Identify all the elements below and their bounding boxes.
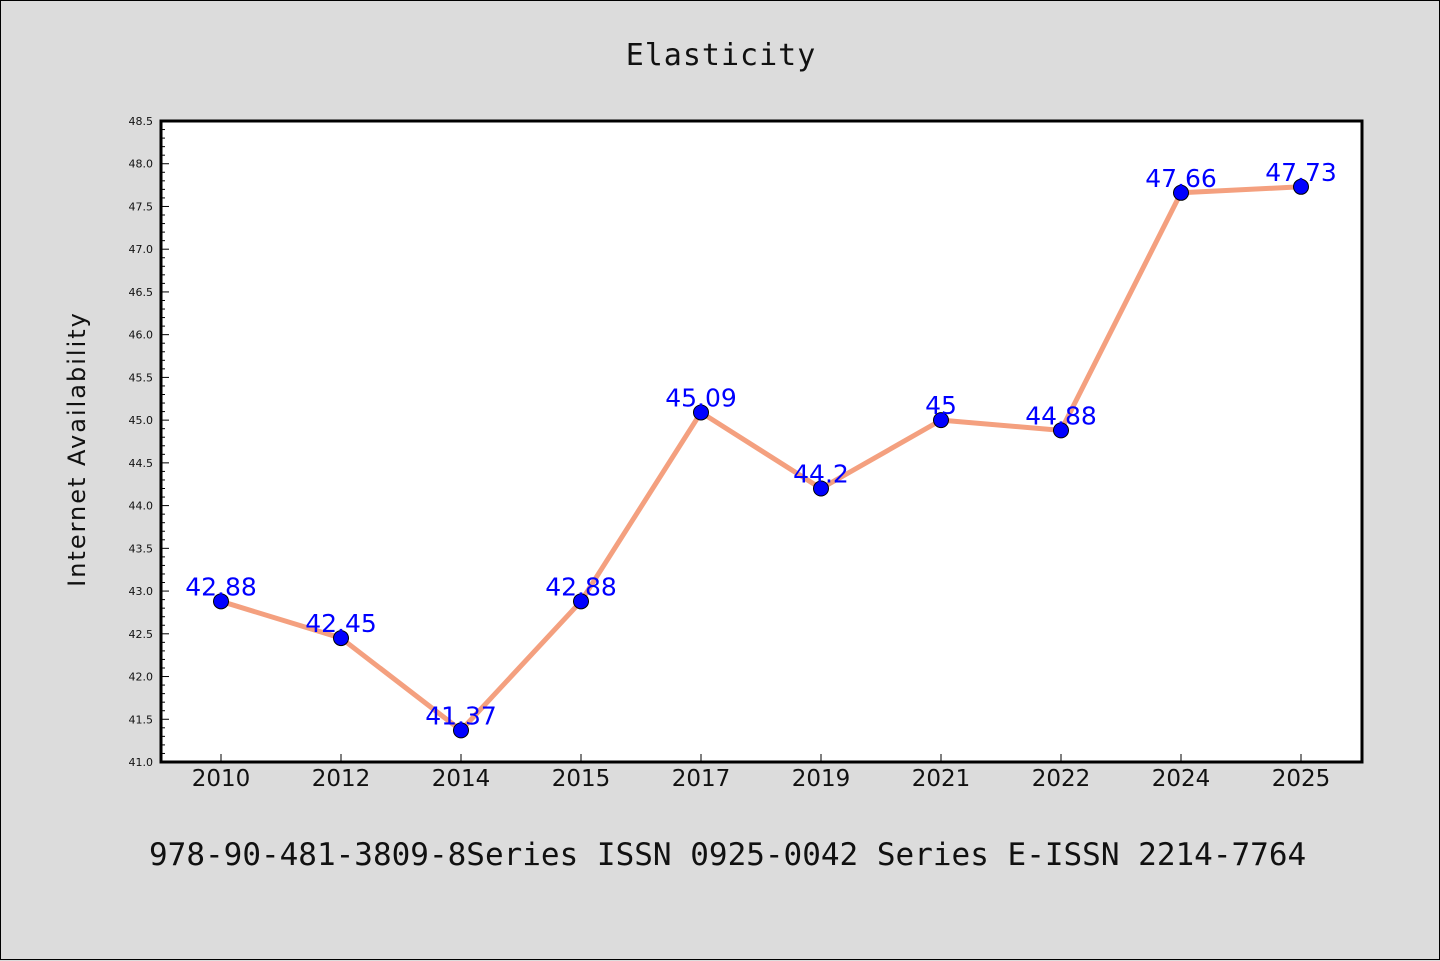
y-tick-label: 43.5 xyxy=(129,542,154,555)
data-label: 44.88 xyxy=(1025,401,1097,430)
series-line-group xyxy=(218,184,1304,733)
chart-title: Elasticity xyxy=(626,38,817,73)
x-tick-label: 2010 xyxy=(192,766,251,792)
data-point xyxy=(1173,184,1189,201)
data-label: 47.73 xyxy=(1265,158,1337,187)
data-point xyxy=(453,722,469,739)
data-point xyxy=(213,593,229,610)
y-axis-label: Internet Availability xyxy=(63,311,91,587)
y-tick-label: 45.5 xyxy=(129,371,154,384)
y-tick-label: 47.5 xyxy=(129,200,154,213)
y-tick-label: 46.5 xyxy=(129,286,154,299)
y-tick-label: 47.0 xyxy=(129,243,154,256)
x-axis-ticks: 2010 2012 2014 2015 2017 2019 2021 2022 2024 2025 xyxy=(192,754,1331,792)
y-tick-label: 48.5 xyxy=(129,115,154,128)
plot-area xyxy=(159,119,1364,764)
footer-isbn-text: 978-90-481-3809-8Series ISSN 0925-0042 S… xyxy=(149,837,1306,873)
y-axis-ticks: 41.0 41.5 42.0 42.5 43.0 43.5 44.0 44.5 45.0 45.5… xyxy=(129,115,169,769)
data-label: 45 xyxy=(925,391,957,420)
x-tick-label: 2014 xyxy=(432,766,491,792)
data-point xyxy=(1293,178,1309,195)
data-label: 42.88 xyxy=(545,572,617,601)
y-tick-label: 41.5 xyxy=(129,713,154,726)
y-tick-label: 46.0 xyxy=(129,329,154,342)
data-point xyxy=(1053,422,1069,439)
y-tick-label: 44.5 xyxy=(129,457,154,470)
x-tick-label: 2025 xyxy=(1272,766,1331,792)
x-tick-label: 2024 xyxy=(1152,766,1211,792)
x-tick-label: 2019 xyxy=(792,766,851,792)
y-tick-label: 45.0 xyxy=(129,414,154,427)
data-label: 47.66 xyxy=(1145,164,1217,193)
y-tick-label: 43.0 xyxy=(129,585,154,598)
x-tick-label: 2022 xyxy=(1032,766,1091,792)
data-point xyxy=(933,412,949,429)
x-tick-label: 2021 xyxy=(912,766,971,792)
data-point xyxy=(573,593,589,610)
data-label: 41.37 xyxy=(425,701,497,730)
y-tick-label: 44.0 xyxy=(129,500,154,513)
y-tick-label: 48.0 xyxy=(129,158,154,171)
data-label: 42.88 xyxy=(185,572,257,601)
data-labels: 42.88 42.45 41.37 42.88 45.09 44.2 45 44.88 47.6… xyxy=(185,158,1337,731)
y-tick-label: 42.5 xyxy=(129,628,154,641)
x-tick-label: 2012 xyxy=(312,766,371,792)
data-label: 44.2 xyxy=(793,460,849,489)
x-tick-label: 2015 xyxy=(552,766,611,792)
data-point xyxy=(333,630,349,647)
data-point xyxy=(813,480,829,497)
data-label: 42.45 xyxy=(305,609,377,638)
y-tick-label: 42.0 xyxy=(129,671,154,684)
data-markers xyxy=(213,178,1309,739)
y-tick-label: 41.0 xyxy=(129,756,154,769)
x-tick-label: 2017 xyxy=(672,766,731,792)
series-line xyxy=(218,184,1304,733)
data-point xyxy=(693,404,709,421)
data-label: 45.09 xyxy=(665,383,737,412)
